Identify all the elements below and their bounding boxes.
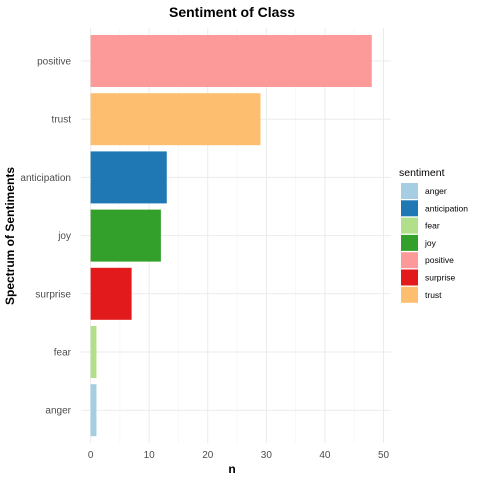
x-tick-label: 30: [261, 450, 273, 461]
legend-label-fear: fear: [425, 221, 440, 231]
y-tick-label-anger: anger: [45, 406, 71, 417]
y-axis-title: Spectrum of Sentiments: [3, 167, 17, 305]
legend-key-joy: [401, 235, 418, 251]
chart-title: Sentiment of Class: [169, 4, 295, 20]
y-tick-label-surprise: surprise: [35, 289, 71, 300]
x-axis-title: n: [228, 462, 235, 476]
legend-key-anticipation: [401, 200, 418, 216]
x-tick-label: 50: [378, 450, 390, 461]
bar-joy: [91, 210, 161, 262]
x-tick-labels: 0 10 20 30 40 50: [88, 450, 390, 461]
bar-anticipation: [91, 151, 167, 203]
bar-anger: [91, 384, 97, 436]
y-tick-label-fear: fear: [54, 348, 72, 359]
legend: sentiment anger anticipation fear joy positi…: [399, 167, 468, 303]
legend-key-fear: [401, 218, 418, 234]
y-tick-label-trust: trust: [52, 115, 72, 126]
x-tick-label: 20: [202, 450, 214, 461]
legend-key-positive: [401, 252, 418, 268]
legend-label-joy: joy: [424, 238, 437, 248]
x-tick-label: 10: [144, 450, 156, 461]
legend-label-anger: anger: [425, 186, 447, 196]
bar-positive: [91, 35, 372, 87]
bar-surprise: [91, 268, 132, 320]
x-tick-label: 40: [319, 450, 331, 461]
y-tick-labels: positive trust anticipation joy surprise fear…: [20, 57, 71, 417]
x-tick-label: 0: [88, 450, 94, 461]
bar-trust: [91, 93, 261, 145]
legend-label-trust: trust: [425, 290, 442, 300]
legend-label-surprise: surprise: [425, 273, 456, 283]
legend-key-anger: [401, 183, 418, 199]
bar-fear: [91, 326, 97, 378]
legend-key-trust: [401, 287, 418, 303]
legend-key-surprise: [401, 270, 418, 286]
legend-title: sentiment: [399, 167, 445, 179]
legend-label-anticipation: anticipation: [425, 203, 468, 213]
y-tick-label-joy: joy: [57, 231, 71, 242]
y-tick-label-positive: positive: [37, 57, 71, 68]
legend-label-positive: positive: [425, 255, 454, 265]
y-tick-label-anticipation: anticipation: [20, 173, 71, 184]
